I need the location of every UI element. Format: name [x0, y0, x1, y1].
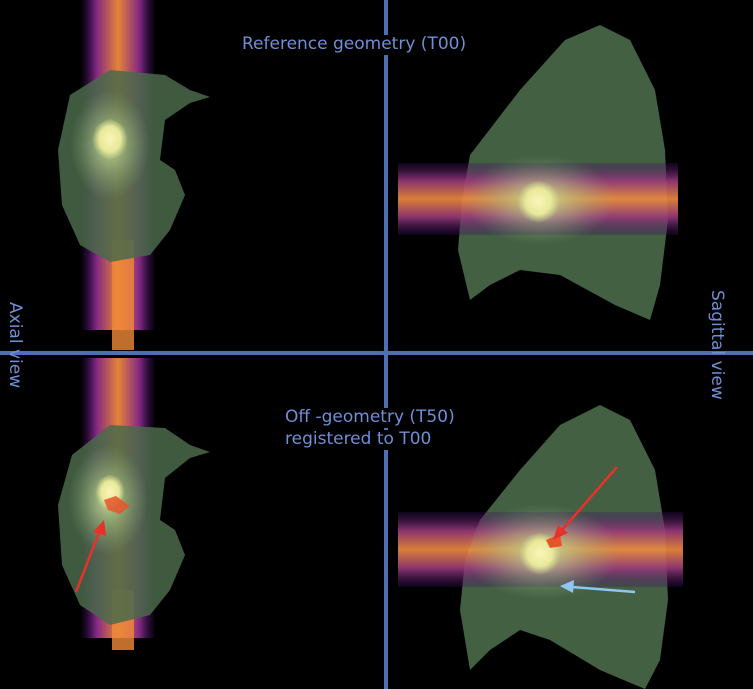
- axial-reference-panel: [58, 0, 210, 350]
- bottom-center-label-line1: Off -geometry (T50): [283, 407, 457, 428]
- bottom-center-label-line2: registered to T00: [283, 429, 434, 450]
- blue-arrow-sagittal: [560, 580, 636, 594]
- sagittal-offgeometry-panel: [398, 405, 683, 689]
- sagittal-reference-panel: [398, 25, 678, 320]
- red-arrow-axial: [74, 520, 106, 593]
- top-center-label: Reference geometry (T00): [240, 34, 469, 55]
- horizontal-divider: [0, 351, 753, 355]
- sagittal-view-label: Sagittal view: [707, 290, 727, 400]
- axial-offgeometry-panel: [58, 358, 210, 650]
- axial-view-label: Axial view: [5, 302, 25, 389]
- vertical-divider: [384, 0, 388, 689]
- red-arrow-sagittal: [553, 466, 618, 540]
